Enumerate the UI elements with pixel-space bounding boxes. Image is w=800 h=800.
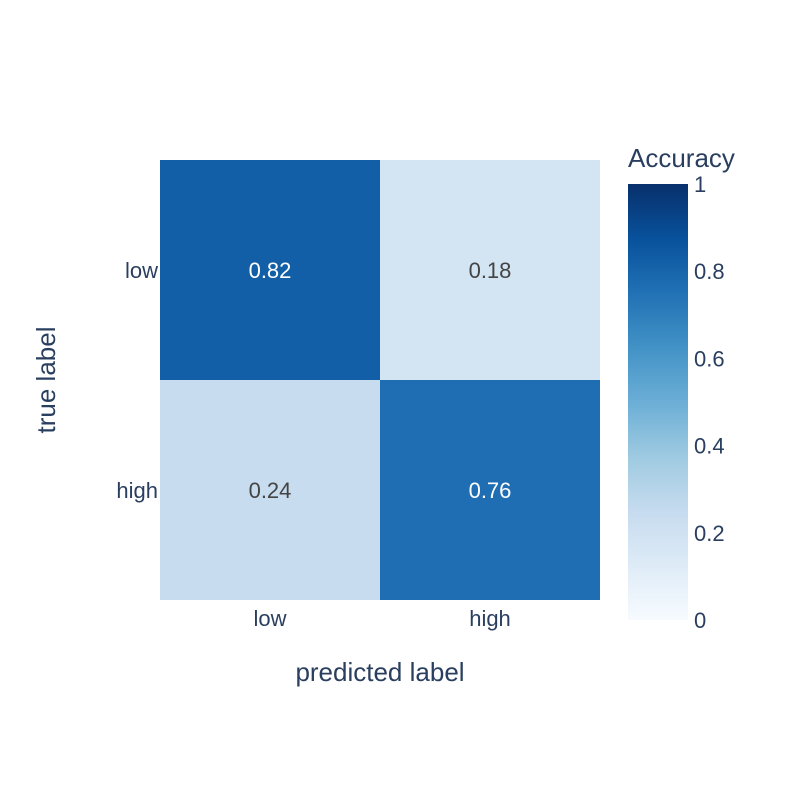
y-tick-label: low	[125, 258, 158, 283]
colorbar: Accuracy 0 0.2 0.4 0.6 0.8 1	[628, 143, 735, 633]
cell-value-label: 0.76	[469, 478, 512, 503]
y-tick-label: high	[116, 478, 158, 503]
heatmap-cell-high-high	[380, 380, 600, 600]
x-tick-label: low	[253, 606, 286, 631]
x-tick-label: high	[469, 606, 511, 631]
cell-value-label: 0.24	[249, 478, 292, 503]
colorbar-title: Accuracy	[628, 143, 735, 173]
colorbar-tick-label: 0.2	[694, 521, 725, 546]
colorbar-tick-label: 1	[694, 172, 706, 197]
heatmap-cell-low-high	[380, 160, 600, 380]
colorbar-tick-label: 0.6	[694, 346, 725, 371]
colorbar-gradient	[628, 184, 688, 620]
cell-value-label: 0.18	[469, 258, 512, 283]
heatmap-cell-low-low	[160, 160, 380, 380]
colorbar-tick-label: 0.4	[694, 434, 725, 459]
heatmap-cells	[160, 160, 600, 600]
heatmap-cell-labels: 0.82 0.18 0.24 0.76	[249, 258, 512, 503]
x-axis-title: predicted label	[295, 657, 464, 687]
colorbar-tick-label: 0.8	[694, 259, 725, 284]
cell-value-label: 0.82	[249, 258, 292, 283]
y-axis-title: true label	[31, 327, 61, 434]
colorbar-tick-label: 0	[694, 608, 706, 633]
heatmap-cell-high-low	[160, 380, 380, 600]
y-axis-tick-labels: low high	[116, 258, 158, 503]
x-axis-tick-labels: low high	[253, 606, 510, 631]
colorbar-tick-labels: 0 0.2 0.4 0.6 0.8 1	[694, 172, 725, 633]
